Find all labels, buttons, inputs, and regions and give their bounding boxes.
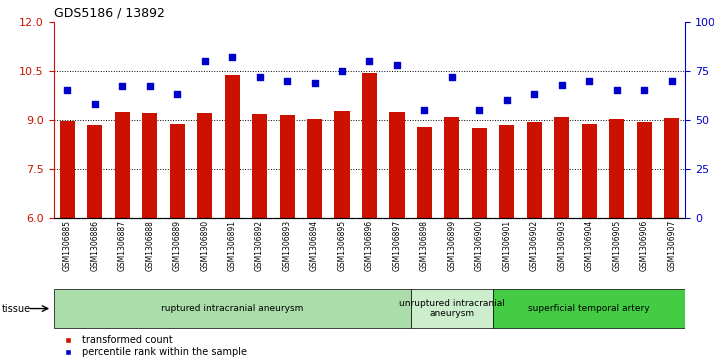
Bar bbox=[252, 114, 267, 218]
Point bbox=[473, 107, 485, 113]
Point bbox=[611, 87, 623, 93]
Bar bbox=[499, 125, 514, 218]
Point bbox=[281, 78, 293, 83]
Bar bbox=[527, 122, 542, 218]
Bar bbox=[554, 117, 569, 218]
Text: GSM1306898: GSM1306898 bbox=[420, 220, 429, 271]
Point bbox=[583, 78, 595, 83]
Point bbox=[254, 74, 266, 79]
Text: unruptured intracranial
aneurysm: unruptured intracranial aneurysm bbox=[399, 299, 505, 318]
Point bbox=[61, 87, 73, 93]
Bar bbox=[493, 289, 685, 328]
Bar bbox=[225, 75, 240, 218]
Text: GSM1306889: GSM1306889 bbox=[173, 220, 181, 271]
Text: GSM1306901: GSM1306901 bbox=[503, 220, 511, 271]
Bar bbox=[334, 111, 350, 218]
Text: GSM1306890: GSM1306890 bbox=[200, 220, 209, 271]
Point bbox=[89, 101, 101, 107]
Bar bbox=[664, 118, 679, 218]
Point bbox=[418, 107, 430, 113]
Text: GSM1306896: GSM1306896 bbox=[365, 220, 374, 271]
Bar bbox=[582, 124, 597, 218]
Point bbox=[556, 82, 568, 87]
Point bbox=[309, 79, 321, 85]
Bar bbox=[417, 127, 432, 218]
Text: GSM1306887: GSM1306887 bbox=[118, 220, 126, 271]
Bar bbox=[142, 113, 157, 218]
Bar bbox=[279, 115, 295, 218]
Text: GSM1306888: GSM1306888 bbox=[145, 220, 154, 271]
Text: GSM1306897: GSM1306897 bbox=[393, 220, 401, 271]
Point bbox=[391, 62, 403, 68]
Point bbox=[116, 83, 128, 89]
Point bbox=[363, 58, 376, 64]
Point bbox=[666, 78, 678, 83]
Text: GSM1306900: GSM1306900 bbox=[475, 220, 484, 271]
Text: GSM1306903: GSM1306903 bbox=[558, 220, 566, 271]
Text: GSM1306885: GSM1306885 bbox=[63, 220, 72, 271]
Point bbox=[528, 91, 540, 97]
Bar bbox=[60, 122, 75, 218]
Text: GSM1306892: GSM1306892 bbox=[255, 220, 264, 271]
Bar bbox=[362, 73, 377, 218]
Point bbox=[638, 87, 650, 93]
Text: GSM1306899: GSM1306899 bbox=[448, 220, 456, 271]
Bar bbox=[307, 119, 322, 218]
Text: GSM1306891: GSM1306891 bbox=[228, 220, 236, 271]
Point bbox=[144, 83, 156, 89]
Point bbox=[199, 58, 211, 64]
Text: GSM1306894: GSM1306894 bbox=[310, 220, 319, 271]
Text: GDS5186 / 13892: GDS5186 / 13892 bbox=[54, 7, 164, 20]
Point bbox=[171, 91, 183, 97]
Point bbox=[336, 68, 348, 74]
Text: GSM1306905: GSM1306905 bbox=[613, 220, 621, 271]
Text: GSM1306886: GSM1306886 bbox=[90, 220, 99, 271]
Bar bbox=[411, 289, 493, 328]
Bar bbox=[444, 117, 460, 218]
Text: GSM1306895: GSM1306895 bbox=[338, 220, 346, 271]
Bar bbox=[389, 112, 405, 218]
Bar bbox=[87, 125, 102, 218]
Point bbox=[446, 74, 458, 79]
Bar bbox=[472, 128, 487, 218]
Text: GSM1306906: GSM1306906 bbox=[640, 220, 649, 271]
Text: GSM1306907: GSM1306907 bbox=[667, 220, 676, 271]
Point bbox=[501, 97, 513, 103]
Text: ruptured intracranial aneurysm: ruptured intracranial aneurysm bbox=[161, 304, 303, 313]
Bar bbox=[637, 122, 652, 218]
Point bbox=[226, 54, 238, 60]
Bar bbox=[54, 289, 411, 328]
Bar bbox=[609, 119, 624, 218]
Text: superficial temporal artery: superficial temporal artery bbox=[528, 304, 650, 313]
Bar bbox=[170, 124, 185, 218]
Bar bbox=[115, 112, 130, 218]
Text: GSM1306893: GSM1306893 bbox=[283, 220, 291, 271]
Text: tissue: tissue bbox=[1, 303, 31, 314]
Text: GSM1306902: GSM1306902 bbox=[530, 220, 539, 271]
Legend: transformed count, percentile rank within the sample: transformed count, percentile rank withi… bbox=[59, 335, 247, 357]
Bar bbox=[197, 113, 212, 218]
Text: GSM1306904: GSM1306904 bbox=[585, 220, 594, 271]
